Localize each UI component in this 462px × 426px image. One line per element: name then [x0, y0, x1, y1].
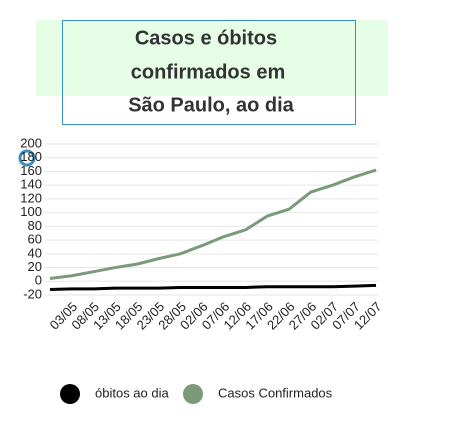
y-tick-label: 60	[28, 232, 42, 247]
y-tick-label: 140	[20, 177, 42, 192]
y-tick-label: 120	[20, 190, 42, 205]
y-tick-label: 20	[28, 259, 42, 274]
series-line	[49, 283, 377, 292]
y-tick-label: 80	[28, 218, 42, 233]
y-tick-label: 0	[35, 273, 42, 288]
legend-label: óbitos ao dia	[95, 385, 169, 400]
legend-label: Casos Confirmados	[218, 385, 333, 400]
y-tick-label: -20	[23, 286, 42, 301]
y-tick-label: 160	[20, 163, 42, 178]
y-tick-label: 180	[20, 149, 42, 164]
series-line	[49, 168, 377, 281]
title-band	[36, 20, 388, 96]
y-tick-label: 200	[20, 135, 42, 150]
title-box	[62, 20, 356, 125]
chart-title: confirmados em	[131, 61, 285, 83]
legend-swatch	[183, 384, 203, 404]
chart-title: São Paulo, ao dia	[128, 94, 294, 116]
y-tick-label: 100	[20, 204, 42, 219]
loader-icon	[18, 149, 36, 167]
y-tick-label: 40	[28, 245, 42, 260]
legend-swatch	[60, 384, 80, 404]
chart-title: Casos e óbitos	[135, 27, 277, 49]
